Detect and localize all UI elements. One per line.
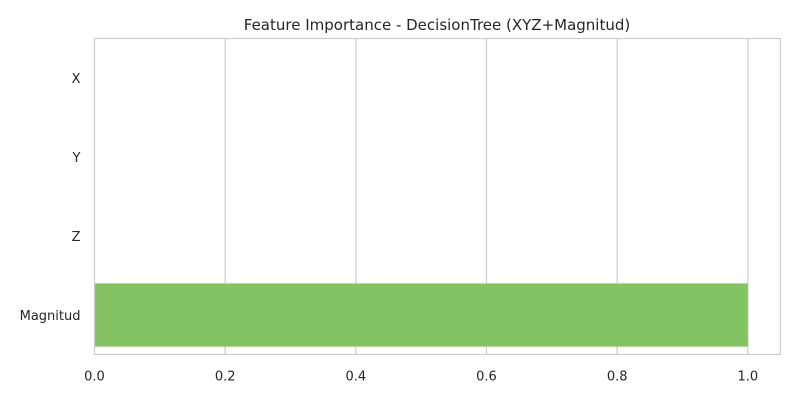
x-tick-label: 0.2: [215, 370, 236, 385]
x-tick-label: 1.0: [737, 370, 758, 385]
x-tick-label: 0.0: [84, 370, 105, 385]
chart-title: Feature Importance - DecisionTree (XYZ+M…: [244, 16, 630, 34]
y-tick-labels: X Y Z Magnitud: [20, 72, 81, 324]
y-tick-label: Magnitud: [20, 309, 81, 324]
x-tick-labels: 0.0 0.2 0.4 0.6 0.8 1.0: [84, 370, 758, 385]
x-tick-label: 0.8: [607, 370, 628, 385]
y-tick-label: Y: [72, 151, 81, 166]
bar-magnitud: [94, 283, 748, 347]
x-tick-label: 0.6: [476, 370, 497, 385]
y-tick-label: X: [72, 72, 81, 87]
plot-frame: [93, 37, 782, 356]
x-tick-label: 0.4: [345, 370, 366, 385]
y-tick-label: Z: [72, 230, 81, 245]
bar-layer: [94, 283, 748, 347]
